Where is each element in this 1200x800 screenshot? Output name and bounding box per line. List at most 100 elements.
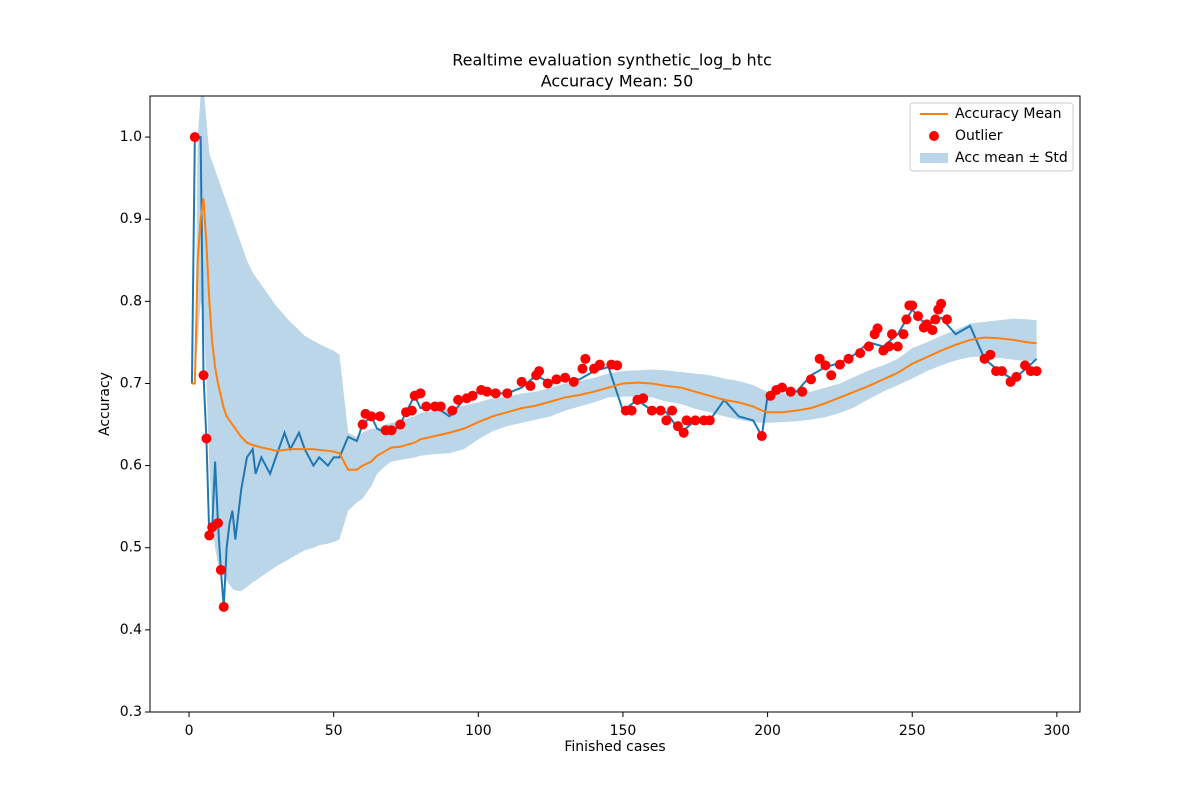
outlier-point [805,374,816,385]
outlier-point [415,388,426,399]
outlier-point [560,372,571,383]
outlier-point [785,386,796,397]
outlier-point [892,341,903,352]
legend-marker [929,131,939,141]
outlier-point [201,433,212,444]
outlier-point [884,341,895,352]
outlier-point [930,314,941,325]
y-axis-label: Accuracy [97,372,113,436]
outlier-point [612,360,623,371]
outlier-point [594,359,605,370]
outlier-point [386,425,397,436]
y-tick-label: 0.4 [120,622,142,638]
y-tick-label: 0.9 [120,211,142,227]
outlier-point [913,311,924,322]
y-tick-label: 0.3 [120,704,142,720]
outlier-point [901,314,912,325]
outlier-point [577,363,588,374]
outlier-point [374,411,385,422]
outlier-point [898,329,909,340]
outlier-point [638,393,649,404]
y-tick-label: 0.7 [120,375,142,391]
outlier-point [814,353,825,364]
x-tick-label: 0 [185,723,194,739]
y-tick-label: 0.5 [120,540,142,556]
outlier-point [690,415,701,426]
legend-label: Acc mean ± Std [955,150,1068,166]
outlier-point [198,370,209,381]
chart-title: Realtime evaluation synthetic_log_b htc [452,51,772,71]
outlier-point [502,388,513,399]
outlier-point [927,325,938,336]
outlier-point [490,388,501,399]
x-tick-label: 200 [754,723,781,739]
outlier-point [215,564,226,575]
outlier-point [395,419,406,430]
outlier-point [357,419,368,430]
outlier-point [218,601,229,612]
legend-patch [920,153,948,163]
outlier-point [886,329,897,340]
std-band [191,96,1037,592]
outlier-point [580,353,591,364]
outlier-point [626,405,637,416]
outlier-point [797,386,808,397]
outlier-point [655,405,666,416]
outlier-point [777,382,788,393]
chart-subtitle: Accuracy Mean: 50 [541,72,694,91]
outlier-point [447,405,458,416]
x-tick-label: 300 [1043,723,1070,739]
x-tick-label: 100 [465,723,492,739]
outlier-point [863,341,874,352]
outlier-point [646,405,657,416]
outlier-point [672,421,683,432]
outlier-point [406,405,417,416]
outlier-point [834,359,845,370]
y-tick-label: 1.0 [120,129,142,145]
x-tick-label: 250 [899,723,926,739]
plot-area [189,96,1042,612]
outlier-point [542,378,553,389]
outlier-point [481,386,492,397]
outlier-point [1031,366,1042,377]
outlier-point [941,314,952,325]
outlier-point [907,300,918,311]
outlier-point [661,415,672,426]
outlier-point [189,132,200,143]
outlier-point [826,370,837,381]
outlier-point [204,530,215,541]
outlier-point [366,411,377,422]
x-tick-label: 150 [610,723,637,739]
outlier-point [996,366,1007,377]
outlier-point [212,518,223,529]
outlier-point [843,353,854,364]
outlier-point [568,376,579,387]
x-axis-label: Finished cases [564,739,665,755]
outlier-point [678,427,689,438]
outlier-point [551,374,562,385]
outlier-point [435,401,446,412]
outlier-point [872,323,883,334]
outlier-point [525,380,536,391]
x-tick-label: 50 [325,723,343,739]
line [191,198,1037,471]
y-tick-label: 0.6 [120,458,142,474]
outlier-point [756,431,767,442]
legend-label: Accuracy Mean [955,106,1062,122]
outlier-point [534,366,545,377]
outlier-point [667,405,678,416]
outlier-point [516,376,527,387]
outlier-point [936,298,947,309]
outlier-point [820,360,831,371]
outlier-point [704,415,715,426]
outlier-point [467,390,478,401]
legend-box [909,102,1074,172]
outlier-point [1011,371,1022,382]
outlier-point [855,348,866,359]
outlier-point [985,349,996,360]
outlier-point [453,394,464,405]
legend-label: Outlier [955,128,1003,144]
axes-frame [149,95,1081,713]
y-tick-label: 0.8 [120,293,142,309]
